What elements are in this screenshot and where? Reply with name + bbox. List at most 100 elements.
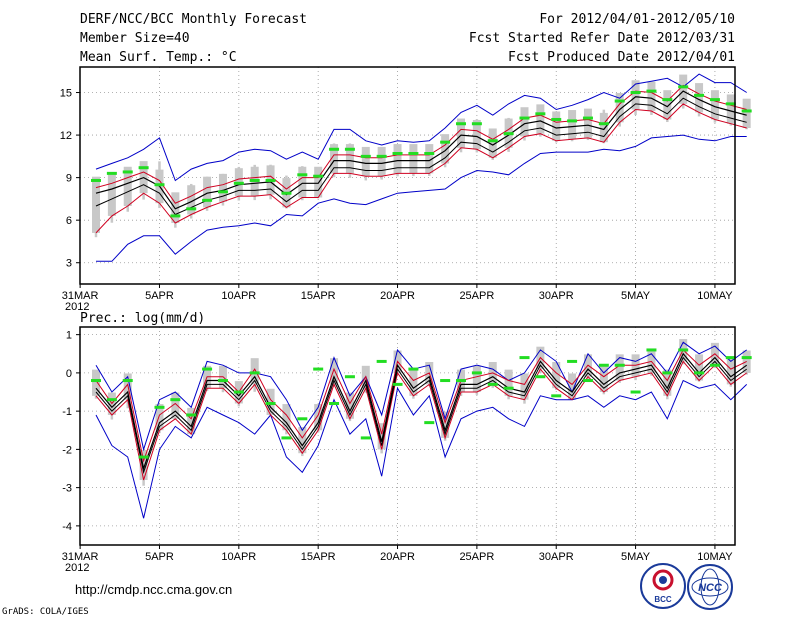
x-year-label: 2012	[65, 562, 89, 574]
box-body	[345, 392, 354, 419]
box-body	[568, 373, 577, 400]
bcc-logo: BCC	[640, 563, 686, 609]
box-body	[441, 134, 450, 164]
y-tick-label: -1	[62, 406, 72, 418]
x-year-label: 2012	[65, 301, 89, 313]
box-body	[552, 361, 561, 389]
x-tick-label: 10APR	[221, 551, 256, 563]
box-body	[710, 90, 719, 120]
box-body	[171, 192, 180, 224]
box-body	[472, 365, 481, 393]
box-body	[679, 74, 688, 104]
x-tick-label: 5MAY	[621, 290, 651, 302]
y-tick-label: -2	[62, 444, 72, 456]
temperature-plot-frame	[79, 66, 736, 285]
box-body	[345, 144, 354, 174]
box-body	[726, 94, 735, 124]
box-body	[330, 144, 339, 174]
box-body	[615, 93, 624, 123]
y-tick-label: 15	[60, 88, 72, 100]
box-body	[599, 112, 608, 143]
box-body	[695, 354, 704, 381]
temperature-plot: 31MAR 5APR 10APR 15APR 20APR 25APR 30APR 5MAY 10…	[60, 67, 752, 313]
precipitation-plot: 31MAR 5APR 10APR 15APR 20APR 25APR 30APR 5MAY 10…	[62, 327, 752, 574]
box-body	[361, 146, 370, 177]
x-tick-label: 25APR	[459, 290, 494, 302]
top-chart-title: Mean Surf. Temp.: °C	[80, 50, 237, 65]
header-produced-date: Fcst Produced Date 2012/04/01	[508, 50, 735, 65]
box-body	[599, 365, 608, 393]
box-body	[695, 83, 704, 113]
box-body	[187, 185, 196, 215]
box-body	[123, 166, 132, 206]
footer-credit: GrADS: COLA/IGES	[2, 607, 89, 617]
box-body	[425, 144, 434, 174]
y-tick-label: -4	[62, 521, 72, 533]
bottom-chart-title: Prec.: log(mm/d)	[80, 311, 205, 326]
x-tick-label: 5APR	[145, 290, 174, 302]
series-lower-spread	[95, 360, 747, 481]
box-body	[742, 98, 751, 128]
x-tick-label: 20APR	[380, 290, 415, 302]
x-tick-label: 30APR	[539, 290, 574, 302]
box-body	[504, 369, 513, 396]
box-body	[250, 358, 259, 385]
header-period: For 2012/04/01-2012/05/10	[539, 12, 735, 27]
ncc-logo: NCC	[687, 564, 733, 610]
x-tick-label: 30APR	[539, 551, 574, 563]
series-lower-envelope	[96, 134, 747, 262]
box-body	[726, 358, 735, 385]
precipitation-plot-frame	[79, 326, 736, 546]
y-tick-label: 12	[60, 130, 72, 142]
box-body	[171, 392, 180, 419]
y-tick-label: 1	[66, 330, 72, 342]
box-body	[298, 166, 307, 198]
header-start-date: Fcst Started Refer Date 2012/03/31	[469, 31, 735, 46]
box-body	[266, 388, 275, 415]
box-body	[298, 427, 307, 454]
series-upper-envelope	[95, 73, 747, 182]
box-body	[155, 404, 164, 431]
x-tick-label: 31MAR	[62, 290, 99, 302]
box-body	[520, 373, 529, 400]
box-body	[409, 369, 418, 396]
box-body	[393, 144, 402, 174]
x-tick-label: 10APR	[221, 290, 256, 302]
box-body	[615, 354, 624, 381]
box-body	[330, 358, 339, 385]
box-body	[282, 404, 291, 431]
box-body	[187, 407, 196, 435]
box-body	[377, 423, 386, 450]
series-lower-spread	[95, 103, 747, 234]
x-tick-label: 31MAR	[62, 551, 99, 563]
series-lower-envelope	[95, 379, 748, 519]
box-body	[377, 146, 386, 177]
box-body	[552, 111, 561, 141]
box-body	[568, 110, 577, 140]
box-body	[314, 404, 323, 431]
box-body	[409, 144, 418, 174]
box-body	[647, 81, 656, 111]
ncc-logo-text: NCC	[698, 582, 723, 594]
x-tick-label: 15APR	[301, 551, 336, 563]
x-tick-label: 25APR	[459, 551, 494, 563]
box-body	[139, 449, 148, 480]
box-body	[92, 369, 100, 396]
box-body	[663, 90, 672, 120]
series-ensemble-mean	[95, 90, 747, 210]
x-tick-label: 10MAY	[697, 290, 733, 302]
x-tick-label: 20APR	[380, 551, 415, 563]
x-tick-label: 15APR	[301, 290, 336, 302]
x-tick-label: 5APR	[145, 551, 174, 563]
y-tick-label: 9	[66, 173, 72, 185]
box-body	[663, 369, 672, 396]
box-body	[457, 118, 466, 148]
box-body	[520, 107, 529, 137]
box-body	[203, 176, 212, 208]
box-body	[472, 119, 481, 150]
series-ensemble-mean	[95, 352, 748, 471]
box-body	[488, 128, 497, 158]
box-body	[631, 80, 640, 110]
footer-url[interactable]: http://cmdp.ncc.cma.gov.cn	[75, 582, 232, 597]
